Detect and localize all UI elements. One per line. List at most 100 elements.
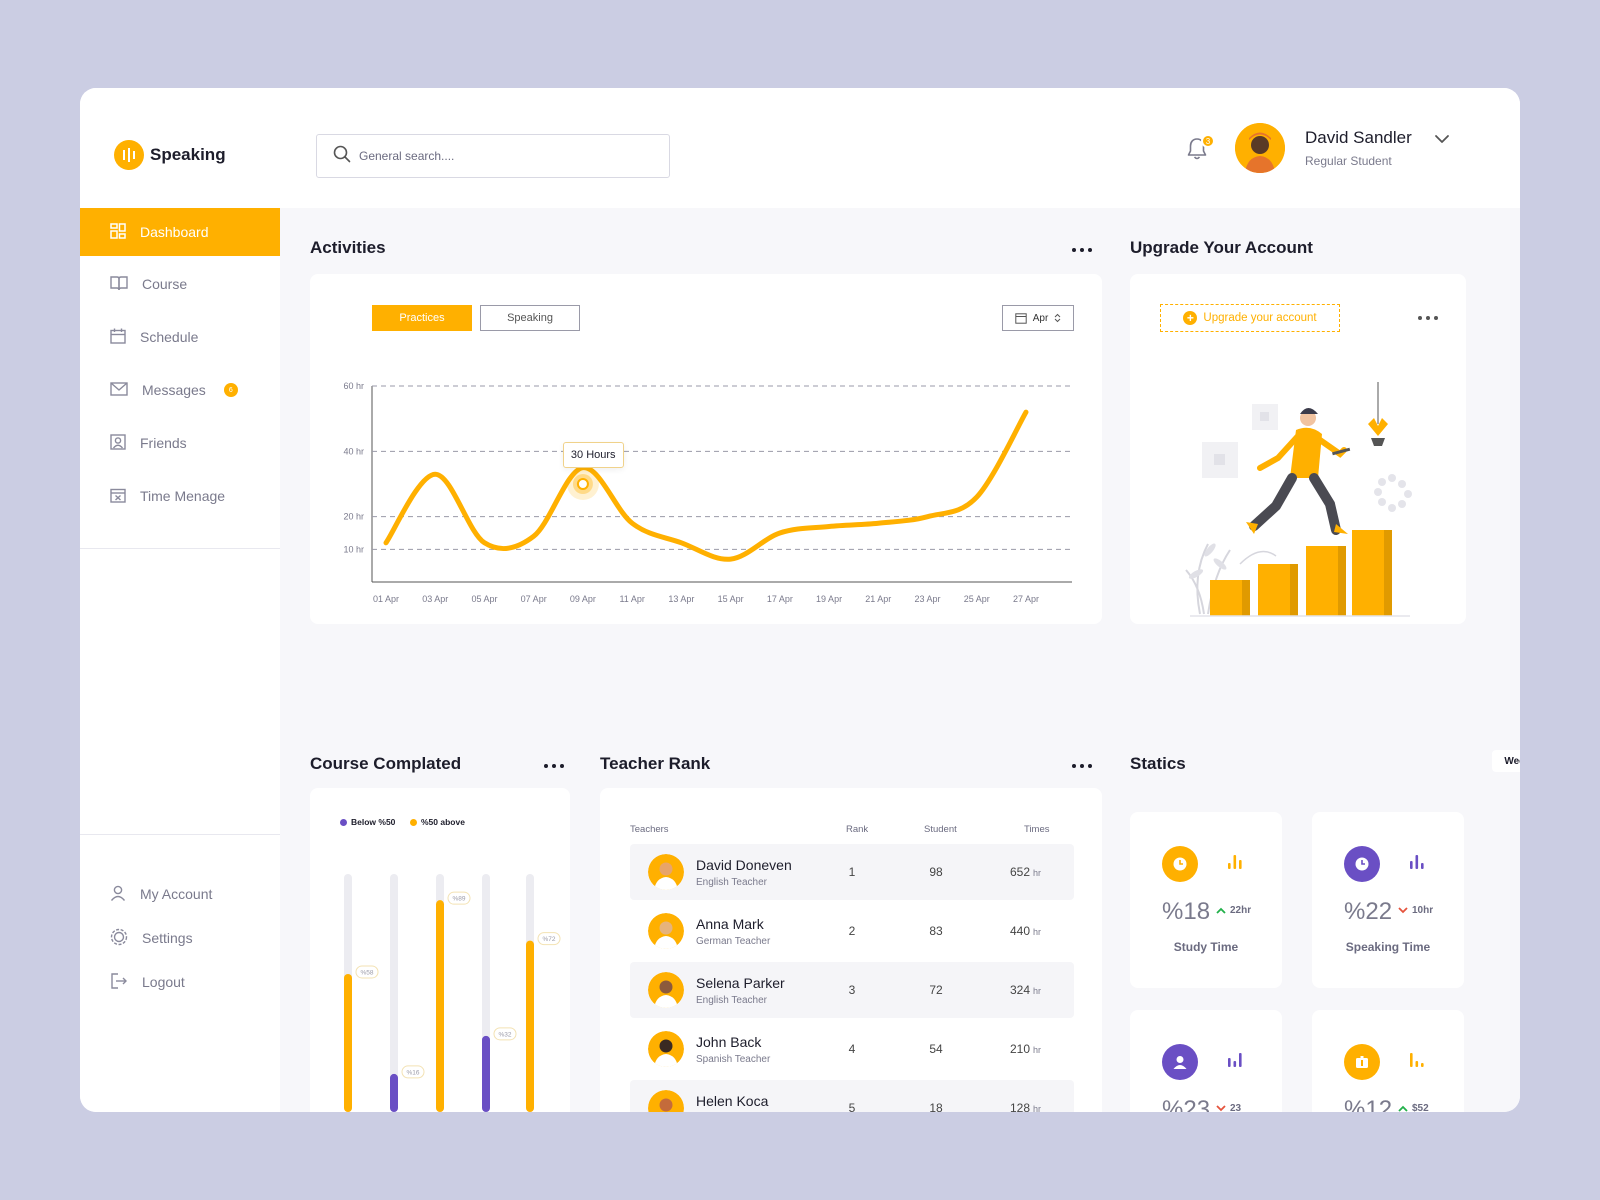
user-role: Regular Student <box>1305 154 1392 168</box>
y-tick-label: 20 hr <box>343 512 364 522</box>
tab-practices[interactable]: Practices <box>372 305 472 331</box>
calendar-x-icon <box>110 487 126 506</box>
course-title: Course Complated <box>310 754 462 773</box>
teacher-times: 128 hr <box>1010 1101 1042 1112</box>
logo-icon <box>114 140 144 170</box>
teacher-name: Anna Mark <box>696 916 764 932</box>
sort-arrows-icon <box>1054 313 1061 323</box>
bar-value-label: %89 <box>452 896 465 903</box>
month-label: Apr <box>1032 312 1049 324</box>
teacher-rank-more-icon[interactable] <box>1072 764 1092 768</box>
upgrade-button-label: Upgrade your account <box>1203 312 1317 324</box>
upgrade-account-button[interactable]: + Upgrade your account <box>1160 304 1340 332</box>
x-tick-label: 17 Apr <box>767 594 793 604</box>
contact-icon <box>110 433 126 453</box>
user-avatar <box>1235 123 1285 173</box>
bar-tur <box>390 1073 398 1112</box>
sidebar-item-dashboard[interactable]: Dashboard <box>80 208 280 256</box>
teacher-rank: 2 <box>848 924 856 938</box>
upgrade-more-icon[interactable] <box>1418 316 1438 320</box>
tab-speaking[interactable]: Speaking <box>480 305 580 331</box>
sidebar-item-label: Messages <box>142 382 206 398</box>
stat-card-study-time[interactable]: %18 22hr Study Time <box>1130 812 1282 988</box>
top-bar: Speaking 3 David Sandler Regular Student <box>80 88 1520 208</box>
dashboard-icon <box>110 222 126 242</box>
chevron-down-icon[interactable] <box>1434 131 1450 149</box>
bar-track <box>390 874 398 1112</box>
app-logo[interactable]: Speaking <box>114 140 226 170</box>
clock-icon <box>1344 846 1380 882</box>
search-input[interactable] <box>359 149 639 163</box>
x-tick-label: 03 Apr <box>422 594 448 604</box>
sidebar-item-logout[interactable]: Logout <box>80 958 280 1006</box>
sidebar-item-settings[interactable]: Settings <box>80 914 280 962</box>
teacher-times: 652 hr <box>1010 865 1042 879</box>
y-tick-label: 60 hr <box>343 381 364 391</box>
stat-card-speaking-time[interactable]: %22 10hr Speaking Time <box>1312 812 1464 988</box>
teacher-name: Selena Parker <box>696 975 785 991</box>
stat-label: Speaking Time <box>1345 940 1431 954</box>
notification-count-badge: 3 <box>1201 134 1215 148</box>
trend-up-icon <box>1216 907 1226 914</box>
teacher-row[interactable]: David Doneven English Teacher 1 98 652 hr <box>630 844 1074 900</box>
sidebar-divider <box>80 834 280 835</box>
settings-icon <box>110 928 128 949</box>
upgrade-card: + Upgrade your account <box>1130 274 1466 624</box>
messages-count-badge: 6 <box>223 383 238 397</box>
teacher-avatar <box>648 1090 684 1112</box>
stat-delta: 22hr <box>1216 905 1251 916</box>
teacher-name: Helen Koca <box>696 1093 769 1109</box>
month-selector[interactable]: Apr <box>1002 305 1074 331</box>
mini-bar-chart-icon <box>1226 853 1244 874</box>
sidebar-divider <box>80 548 280 549</box>
x-tick-label: 15 Apr <box>718 594 744 604</box>
sidebar-item-messages[interactable]: Messages 6 <box>80 366 280 414</box>
teacher-avatar <box>648 913 684 949</box>
x-tick-label: 05 Apr <box>471 594 497 604</box>
teacher-avatar <box>648 1031 684 1067</box>
legend-above-50: %50 above <box>410 817 465 827</box>
teacher-row[interactable]: John Back Spanish Teacher 4 54 210 hr <box>630 1021 1074 1077</box>
bar-value-pill <box>447 891 471 905</box>
stat-value: %12 <box>1344 1096 1393 1112</box>
teacher-row[interactable]: Selena Parker English Teacher 3 72 324 hr <box>630 962 1074 1018</box>
user-menu[interactable]: David Sandler Regular Student <box>1235 123 1450 173</box>
sidebar-item-time-menage[interactable]: Time Menage <box>80 472 280 520</box>
teacher-students: 72 <box>929 983 943 997</box>
course-more-icon[interactable] <box>544 764 564 768</box>
sidebar-item-course[interactable]: Course <box>80 260 280 308</box>
col-teachers: Teachers <box>630 824 669 835</box>
period-dropdown[interactable]: Weekly <box>1492 750 1520 772</box>
x-tick-label: 09 Apr <box>570 594 596 604</box>
logout-icon <box>110 972 128 992</box>
upgrade-title: Upgrade Your Account <box>1130 238 1313 257</box>
bar-value-pill <box>401 1065 425 1079</box>
y-tick-label: 10 hr <box>343 544 364 554</box>
stat-value: %23 <box>1162 1096 1211 1112</box>
stat-value: %22 <box>1344 898 1393 925</box>
teacher-role: Spanish Teacher <box>696 1054 771 1065</box>
teacher-avatar <box>648 972 684 1008</box>
col-times: Times <box>1024 824 1050 835</box>
book-icon <box>110 275 128 294</box>
bar-spn <box>526 940 534 1112</box>
x-tick-label: 19 Apr <box>816 594 842 604</box>
activities-more-icon[interactable] <box>1072 248 1092 252</box>
sidebar-item-schedule[interactable]: Schedule <box>80 313 280 361</box>
chart-tooltip: 30 Hours <box>562 442 624 468</box>
bar-value-label: %16 <box>406 1069 419 1076</box>
search-bar[interactable] <box>316 134 670 178</box>
stat-card-total-payment[interactable]: %12 $52 Total Payment <box>1312 1010 1464 1112</box>
stat-card-total-friends[interactable]: %23 23 Total Friends <box>1130 1010 1282 1112</box>
teacher-students: 83 <box>929 924 943 938</box>
teacher-rank: 4 <box>848 1042 856 1056</box>
sidebar-item-friends[interactable]: Friends <box>80 419 280 467</box>
stat-delta: 10hr <box>1398 905 1433 916</box>
sidebar-item-label: Time Menage <box>140 488 226 504</box>
sidebar-item-my-account[interactable]: My Account <box>80 870 280 918</box>
series-line <box>383 409 1029 562</box>
teacher-name: John Back <box>696 1034 762 1050</box>
teacher-row[interactable]: Anna Mark German Teacher 2 83 440 hr <box>630 903 1074 959</box>
bar-eng <box>436 900 444 1112</box>
